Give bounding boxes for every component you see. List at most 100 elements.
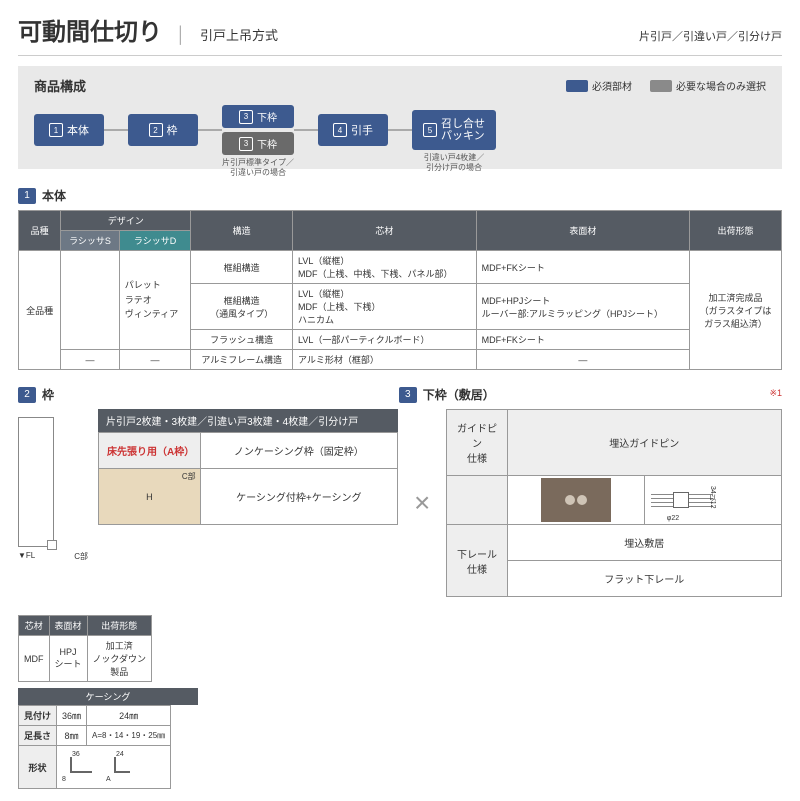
page-header: 可動間仕切り │ 引戸上吊方式 片引戸／引違い戸／引分け戸	[18, 12, 782, 56]
flow-edge	[198, 129, 222, 131]
cell-surface: MDF+HPJシート ルーバー部:アルミラッピング（HPJシート）	[476, 284, 689, 330]
flow-node-body-label: 本体	[67, 122, 89, 138]
cpart-note: C部	[182, 471, 196, 482]
cell-surface: MDF+FKシート	[476, 330, 689, 350]
flow-node-handle: 4引手	[318, 114, 388, 146]
legend-required-swatch	[566, 80, 588, 92]
flow-branch: 3下枠 3下枠 片引戸標準タイプ／ 引違い戸の場合	[222, 105, 294, 155]
legend: 必須部材 必要な場合のみ選択	[566, 78, 766, 93]
th-design-s: ラシッサS	[61, 231, 120, 251]
mini-th: 出荷形態	[87, 616, 151, 636]
cell-struct: フラッシュ構造	[191, 330, 293, 350]
flow-diagram: 1本体 2枠 3下枠 3下枠 片引戸標準タイプ／ 引違い戸の場合 4引手 5召し…	[34, 105, 766, 155]
title-divider: │	[176, 27, 186, 45]
material-mini-table: 芯材表面材出荷形態 MDF HPJ シート 加工済 ノックダウン 製品 ケーシン…	[18, 607, 198, 789]
cell-design-d: パレット ラテオ ヴィンティア	[119, 251, 191, 350]
node-label: 引手	[351, 122, 373, 138]
casing-cell: 8㎜	[57, 726, 87, 746]
section-2-tag: 2 枠	[18, 386, 54, 403]
sel-r2: ケーシング付枠+ケーシング	[200, 469, 397, 525]
flow-edge	[294, 129, 318, 131]
cell-design-d-dash: ―	[119, 350, 191, 370]
flow-node-packing-caption: 引違い戸4枚建／ 引分け戸の場合	[409, 153, 499, 172]
sel-a-label: 床先張り用（A枠）	[99, 433, 201, 469]
sill-c1b: 下レール 仕様	[447, 525, 507, 597]
th-ship: 出荷形態	[690, 211, 782, 251]
cell-struct: 框組構造	[191, 251, 293, 284]
mini-td: HPJ シート	[49, 636, 87, 682]
casing-title: ケーシング	[18, 688, 198, 705]
cell-core: アルミ形材（框部）	[293, 350, 477, 370]
section-1-label: 本体	[42, 187, 66, 204]
th-design: デザイン	[61, 211, 191, 231]
node-label: 下枠	[257, 109, 277, 124]
page-title: 可動間仕切り	[18, 12, 162, 47]
sel-r1: ノンケーシング枠（固定枠）	[200, 433, 397, 469]
flow-edge	[388, 129, 412, 131]
cell-core: LVL（一部パーティクルボード）	[293, 330, 477, 350]
sill-h2: 埋込敷居	[507, 525, 781, 561]
flow-node-sill-b: 3下枠 片引戸標準タイプ／ 引違い戸の場合	[222, 132, 294, 155]
cell-core: LVL（縦框） MDF（上桟、下桟） ハニカム	[293, 284, 477, 330]
legend-optional-label: 必要な場合のみ選択	[676, 78, 766, 93]
cell-kind: 全品種	[19, 251, 61, 370]
pin-photo	[541, 478, 611, 522]
mini-th: 表面材	[49, 616, 87, 636]
flow-edge	[104, 129, 128, 131]
sill-options: ガイドピン 仕様 埋込ガイドピン φ22 34以12	[446, 409, 782, 597]
node-label: 下枠	[257, 136, 277, 151]
mini-th: 芯材	[19, 616, 50, 636]
th-design-d: ラシッサD	[119, 231, 191, 251]
casing-table: ケーシング 見付け36㎜24㎜ 足長さ8㎜A=8・14・19・25㎜ 形状 36…	[18, 688, 198, 789]
casing-cell: 見付け	[19, 706, 57, 726]
sill-c1a: ガイドピン 仕様	[447, 410, 507, 476]
casing-cell: 36㎜	[57, 706, 87, 726]
flow-node-sill-caption: 片引戸標準タイプ／ 引違い戸の場合	[213, 158, 303, 177]
section-3-note: ※1	[769, 388, 782, 399]
sill-h1: 埋込ガイドピン	[507, 410, 781, 476]
composition-panel: 商品構成 必須部材 必要な場合のみ選択 1本体 2枠 3下枠 3下枠 片引戸標準…	[18, 66, 782, 169]
legend-required-label: 必須部材	[592, 78, 632, 93]
cell-design-s	[61, 251, 120, 350]
dim-h: 34以12	[707, 486, 717, 509]
flow-node-packing: 5召し合せ パッキン 引違い戸4枚建／ 引分け戸の場合	[412, 110, 496, 150]
th-kind: 品種	[19, 211, 61, 251]
door-types: 片引戸／引違い戸／引分け戸	[639, 28, 782, 44]
mini-td: 加工済 ノックダウン 製品	[87, 636, 151, 682]
page-subtitle: 引戸上吊方式	[200, 25, 278, 44]
pin-photo-cell	[507, 476, 644, 525]
casing-cell: A=8・14・19・25㎜	[87, 726, 171, 746]
casing-cell: 24㎜	[87, 706, 171, 726]
cell-core: LVL（縦框） MDF（上桟、中桟、下桟、パネル部）	[293, 251, 477, 284]
cell-design-s-dash: ―	[61, 350, 120, 370]
fl-label: ▼FL	[18, 551, 35, 562]
flow-node-sill-a: 3下枠	[222, 105, 294, 128]
cpart-label: C部	[74, 551, 88, 562]
frame-selection: 片引戸2枚建・3枚建／引違い戸3枚建・4枚建／引分け戸 床先張り用（A枠） ノン…	[98, 409, 398, 525]
pin-diagram: φ22 34以12	[647, 478, 717, 522]
th-core: 芯材	[293, 211, 477, 251]
section-1-tag: 1 本体	[18, 187, 66, 204]
casing-shape-1: 36 8	[66, 753, 100, 781]
th-struct: 構造	[191, 211, 293, 251]
door-figure: ▼FL C部	[18, 409, 88, 562]
sel-diagram-cell: C部 H	[99, 469, 201, 525]
multiply-mark: ×	[408, 487, 436, 519]
casing-cell: 足長さ	[19, 726, 57, 746]
legend-optional-swatch	[650, 80, 672, 92]
sill-h3: フラット下レール	[507, 561, 781, 597]
flow-node-frame: 2枠	[128, 114, 198, 146]
casing-shape-2: 24 A	[110, 753, 144, 781]
panel-title: 商品構成	[34, 76, 86, 95]
flow-node-frame-label: 枠	[167, 122, 178, 138]
flow-node-body: 1本体	[34, 114, 104, 146]
body-spec-table: 品種 デザイン 構造 芯材 表面材 出荷形態 ラシッサS ラシッサD 全品種 パ…	[18, 210, 782, 370]
mini-td: MDF	[19, 636, 50, 682]
section-1-num: 1	[18, 188, 36, 204]
h-label: H	[146, 492, 153, 502]
tab-strip: 片引戸2枚建・3枚建／引違い戸3枚建・4枚建／引分け戸	[98, 409, 398, 432]
cell-ship: 加工済完成品 （ガラスタイプは ガラス組込済）	[690, 251, 782, 370]
section-2-label: 枠	[42, 386, 54, 403]
cell-struct: アルミフレーム構造	[191, 350, 293, 370]
casing-shapes-cell: 36 8 24 A	[57, 746, 171, 789]
